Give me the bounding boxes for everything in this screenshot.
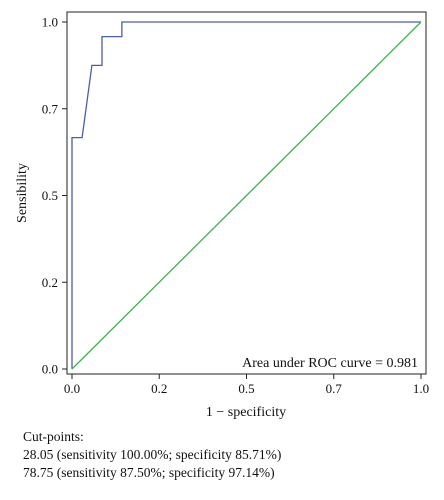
x-tick-label: 0.5 bbox=[238, 381, 254, 396]
y-axis-label: Sensibility bbox=[15, 163, 30, 223]
reference-diagonal-line bbox=[71, 21, 422, 370]
auc-annotation: Area under ROC curve = 0.981 bbox=[242, 356, 418, 371]
cut-points-heading: Cut-points: bbox=[23, 429, 84, 444]
x-tick-label: 0.7 bbox=[326, 381, 343, 396]
roc-chart: 0.0 0.2 0.5 0.7 1.0 0.0 0.2 0.5 0.7 1.0 1 − speci… bbox=[15, 11, 429, 420]
y-tick-label: 0.0 bbox=[42, 362, 58, 377]
roc-curve-line bbox=[71, 21, 421, 369]
y-tick-label: 1.0 bbox=[42, 15, 58, 30]
y-tick-label: 0.2 bbox=[42, 275, 58, 290]
cut-point-line: 28.05 (sensitivity 100.00%; specificity … bbox=[23, 447, 282, 462]
cut-points-block: Cut-points: 28.05 (sensitivity 100.00%; … bbox=[23, 428, 281, 482]
y-tick-label: 0.5 bbox=[42, 188, 58, 203]
x-axis-label: 1 − specificity bbox=[206, 405, 286, 420]
x-tick-label: 1.0 bbox=[413, 381, 429, 396]
cut-point-line: 78.75 (sensitivity 87.50%; specificity 9… bbox=[23, 465, 275, 480]
x-tick-label: 0.2 bbox=[151, 381, 167, 396]
y-tick-label: 0.7 bbox=[42, 101, 59, 116]
x-tick-label: 0.0 bbox=[64, 381, 80, 396]
